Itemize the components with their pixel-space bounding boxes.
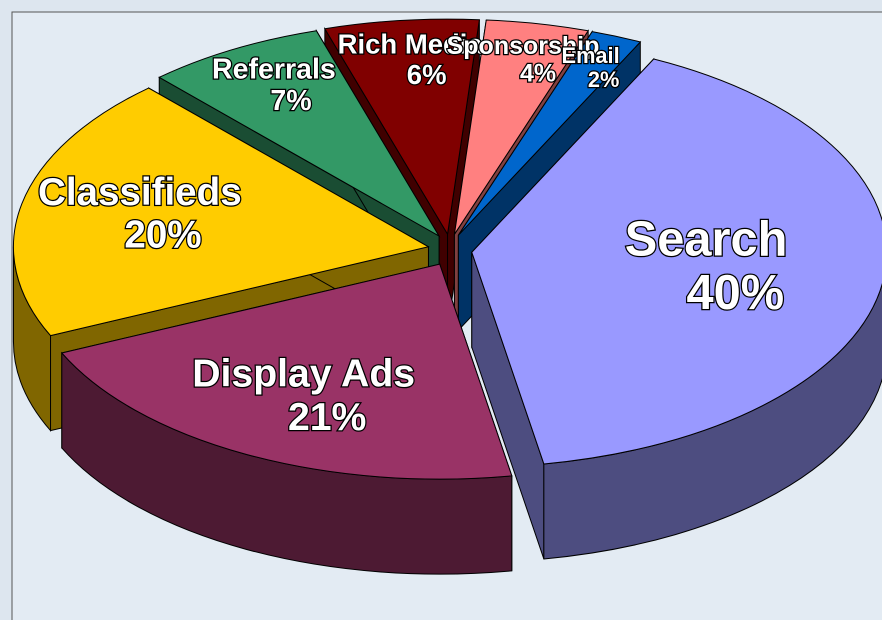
slice-label: Rich Media (338, 29, 484, 60)
slice-label: Display Ads (192, 353, 415, 396)
slice (471, 58, 882, 465)
slice-label: Classifieds (38, 171, 242, 214)
slice-label: Email (562, 43, 620, 68)
value-label: 21% (288, 396, 366, 439)
slice-label: Search (625, 212, 788, 266)
slice (13, 87, 430, 337)
slice-label: Referrals (212, 54, 336, 86)
slice (324, 18, 480, 236)
value-label: 40% (687, 266, 785, 320)
value-label: 2% (588, 67, 619, 92)
slice-label: Sponsorship (447, 32, 600, 60)
value-label: 20% (124, 214, 201, 257)
value-label: 4% (520, 60, 556, 88)
slice (158, 30, 441, 238)
slice (453, 19, 589, 235)
slice (60, 263, 513, 480)
slice (457, 31, 642, 236)
value-label: 7% (270, 85, 311, 117)
pie (12, 18, 882, 575)
value-label: 6% (407, 59, 447, 90)
